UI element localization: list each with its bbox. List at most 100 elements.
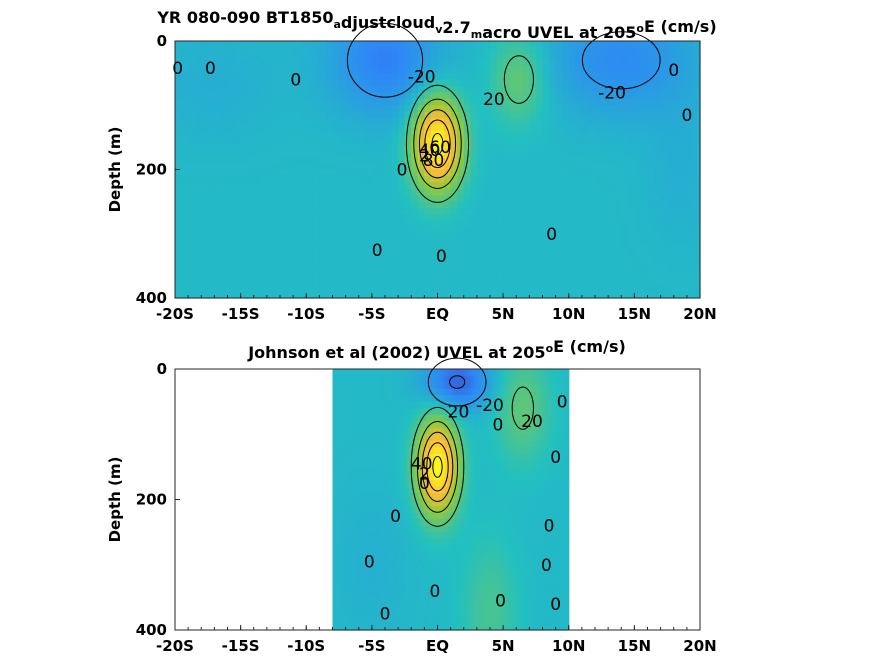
heatmap-cell: [214, 188, 222, 196]
heatmap-cell: [325, 98, 334, 106]
heatmap-cell: [356, 545, 360, 553]
heatmap-cell: [362, 434, 366, 442]
heatmap-cell: [490, 130, 498, 138]
heatmap-cell: [367, 375, 372, 383]
heatmap-cell: [273, 163, 281, 171]
heatmap-cell: [444, 60, 452, 68]
heatmap-cell: [614, 208, 622, 216]
heatmap-cell: [352, 240, 360, 248]
heatmap-cell: [350, 414, 354, 422]
heatmap-cell: [194, 272, 202, 280]
heatmap-cell: [406, 408, 410, 416]
heatmap-cell: [409, 538, 413, 546]
heatmap-cell: [214, 240, 222, 248]
heatmap-cell: [660, 285, 668, 293]
heatmap-cell: [388, 525, 393, 533]
heatmap-cell: [391, 73, 399, 81]
heatmap-cell: [379, 597, 384, 605]
heatmap-cell: [207, 201, 215, 209]
heatmap-cell: [293, 195, 301, 203]
heatmap-cell: [601, 105, 609, 113]
heatmap-cell: [181, 240, 189, 248]
heatmap-cell: [352, 105, 360, 113]
heatmap-cell: [429, 414, 434, 422]
heatmap-cell: [356, 538, 360, 546]
heatmap-cell: [444, 492, 449, 501]
heatmap-cell: [376, 577, 381, 585]
heatmap-cell: [496, 53, 504, 61]
heatmap-cell: [555, 79, 563, 87]
heatmap-cell: [660, 66, 668, 74]
heatmap-cell: [400, 499, 404, 507]
heatmap-cell: [362, 479, 366, 488]
heatmap-cell: [409, 532, 413, 540]
heatmap-cell: [207, 182, 215, 190]
heatmap-cell: [376, 512, 381, 520]
heatmap-cell: [562, 188, 570, 196]
heatmap-cell: [385, 278, 393, 286]
heatmap-cell: [496, 208, 504, 216]
heatmap-cell: [418, 506, 422, 514]
heatmap-cell: [220, 156, 229, 164]
heatmap-cell: [614, 246, 622, 254]
heatmap-cell: [470, 53, 478, 61]
heatmap-cell: [365, 156, 373, 164]
heatmap-cell: [227, 188, 235, 196]
heatmap-cell: [356, 427, 360, 435]
heatmap-cell: [373, 421, 378, 429]
heatmap-cell: [424, 285, 432, 293]
heatmap-cell: [456, 395, 461, 403]
heatmap-cell: [358, 195, 366, 203]
heatmap-cell: [280, 41, 288, 49]
heatmap-cell: [447, 558, 452, 566]
heatmap-cell: [400, 369, 404, 377]
heatmap-cell: [406, 564, 410, 572]
heatmap-cell: [608, 98, 616, 106]
heatmap-cell: [418, 610, 422, 618]
heatmap-cell: [421, 571, 425, 579]
heatmap-cell: [332, 246, 340, 254]
heatmap-cell: [424, 214, 432, 222]
heatmap-cell: [332, 512, 337, 520]
heatmap-cell: [453, 616, 458, 625]
heatmap-cell: [385, 272, 393, 280]
heatmap-cell: [444, 597, 449, 605]
heatmap-cell: [411, 291, 419, 299]
heatmap-cell: [562, 253, 570, 261]
heatmap-cell: [667, 188, 675, 196]
heatmap-cell: [535, 291, 544, 299]
heatmap-cell: [463, 214, 471, 222]
heatmap-cell: [496, 118, 504, 126]
heatmap-cell: [353, 388, 357, 396]
heatmap-cell: [266, 137, 275, 145]
heatmap-cell: [568, 53, 576, 61]
heatmap-cell: [312, 137, 320, 145]
heatmap-cell: [444, 240, 452, 248]
heatmap-cell: [188, 130, 196, 138]
heatmap-cell: [654, 208, 662, 216]
heatmap-cell: [325, 182, 334, 190]
heatmap-cell: [430, 169, 439, 177]
heatmap-cell: [516, 41, 524, 49]
heatmap-cell: [470, 240, 478, 248]
heatmap-cell: [391, 98, 399, 106]
heatmap-cell: [483, 163, 491, 171]
heatmap-cell: [227, 220, 235, 228]
heatmap-cell: [608, 66, 616, 74]
heatmap-cell: [347, 369, 351, 377]
heatmap-cell: [438, 414, 443, 422]
heatmap-cell: [614, 201, 622, 209]
heatmap-cell: [188, 272, 196, 280]
heatmap-cell: [634, 201, 642, 209]
heatmap-cell: [394, 479, 399, 488]
heatmap-cell: [404, 53, 412, 61]
heatmap-cell: [260, 227, 268, 235]
heatmap-cell: [411, 41, 419, 49]
heatmap-cell: [421, 525, 425, 533]
heatmap-cell: [535, 124, 544, 132]
heatmap-cell: [350, 610, 354, 618]
heatmap-cell: [397, 584, 402, 592]
heatmap-cell: [356, 597, 360, 605]
heatmap-cell: [391, 545, 396, 553]
